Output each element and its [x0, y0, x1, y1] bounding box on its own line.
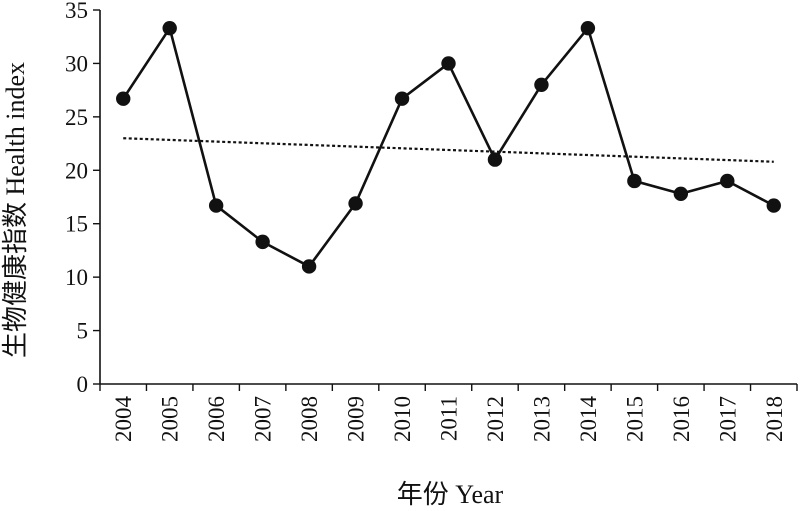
- data-point: [627, 173, 642, 189]
- x-tick-label: 2012: [483, 396, 508, 442]
- y-tick-label: 35: [65, 0, 88, 23]
- axes: [99, 10, 797, 385]
- trendline-group: [123, 137, 774, 163]
- data-point: [348, 196, 363, 211]
- y-tick-label: 25: [65, 105, 88, 130]
- x-tick-label: 2004: [111, 396, 136, 443]
- data-point: [720, 173, 735, 189]
- x-tick-label: 2018: [762, 396, 787, 442]
- y-tick-label: 15: [65, 212, 88, 237]
- data-point: [162, 20, 177, 36]
- data-point: [534, 77, 549, 93]
- data-point: [580, 20, 596, 36]
- y-tick-label: 20: [65, 158, 88, 183]
- y-tick-label: 10: [65, 265, 88, 290]
- data-point: [673, 186, 689, 201]
- x-tick-label: 2014: [576, 396, 601, 443]
- x-tick-label: 2013: [529, 396, 554, 442]
- data-point: [487, 152, 503, 167]
- data-point: [301, 259, 317, 274]
- y-axis-ticks: 0 5 10 15 20 25 30 35: [65, 0, 100, 397]
- y-tick-label: 5: [77, 319, 89, 344]
- x-tick-label: 2008: [297, 396, 322, 442]
- data-point: [208, 198, 224, 213]
- x-tick-label: 2006: [204, 396, 229, 442]
- data-point: [255, 234, 270, 250]
- x-tick-label: 2005: [158, 396, 183, 442]
- data-point: [394, 91, 410, 106]
- x-axis-label: 年份 Year: [397, 480, 504, 509]
- data-point: [116, 91, 131, 106]
- y-tick-label: 0: [77, 372, 89, 397]
- x-tick-label: 2015: [622, 396, 647, 442]
- y-tick-label: 30: [65, 51, 88, 76]
- x-tick-label: 2009: [344, 396, 369, 442]
- trendline: [123, 137, 774, 163]
- x-tick-label: 2007: [251, 396, 276, 442]
- data-point: [441, 56, 456, 71]
- x-tick-label: 2016: [669, 396, 694, 442]
- x-tick-label: 2010: [390, 396, 415, 442]
- data-point: [766, 198, 781, 213]
- x-axis-ticks: 2004 2005 2006 2007 2008 2009 2010 2011 2012 2013…: [99, 384, 798, 443]
- series-group: [116, 20, 781, 274]
- y-axis-label: 生物健康指数 Health index: [1, 62, 30, 358]
- x-tick-label: 2017: [715, 396, 740, 442]
- x-tick-label: 2011: [437, 396, 462, 441]
